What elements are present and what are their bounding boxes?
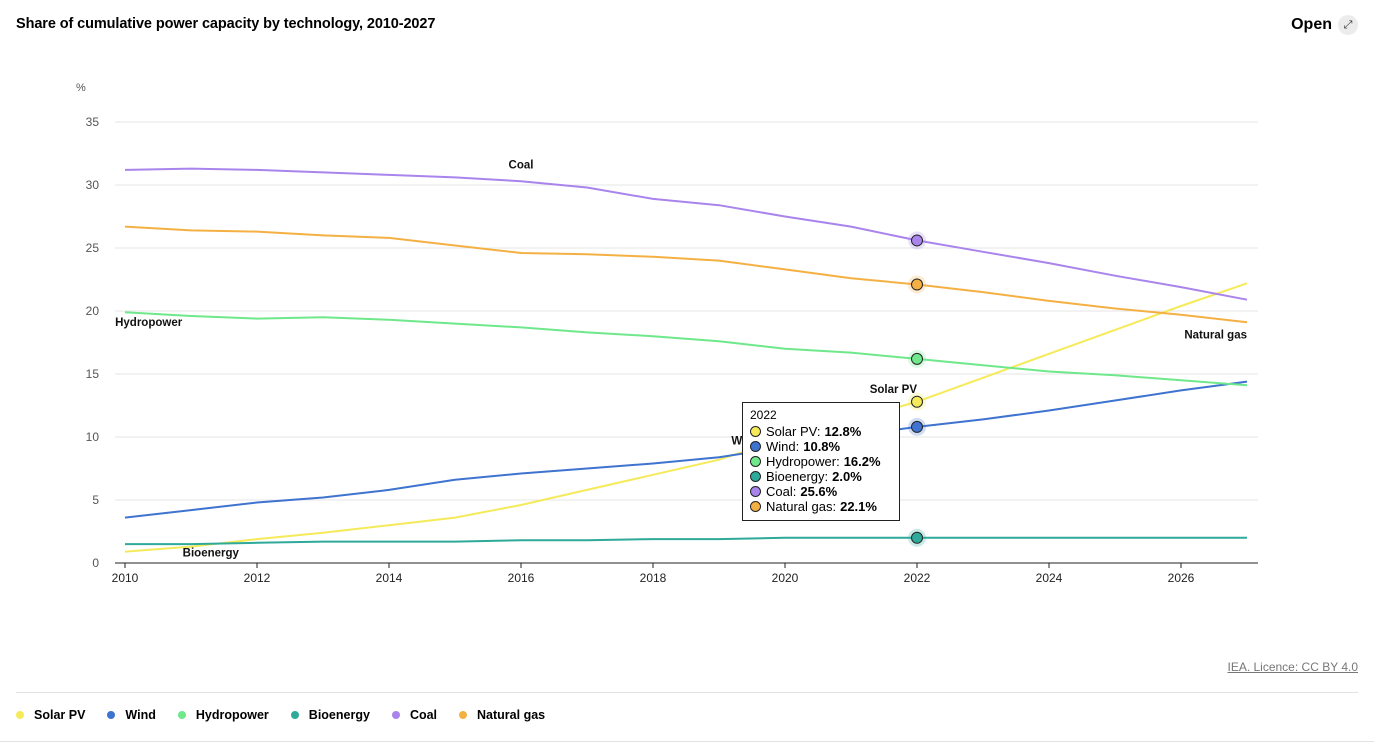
x-tick-label: 2012 (244, 571, 271, 585)
series-line-solar-pv (124, 282, 1248, 553)
legend-label: Wind (125, 708, 156, 722)
legend-label: Coal (409, 708, 438, 722)
legend-item-hydropower[interactable]: Hydropower (177, 708, 269, 722)
x-tick-label: 2024 (1036, 571, 1063, 585)
data-point-marker (911, 352, 923, 365)
series-line-coal (124, 167, 1248, 301)
data-point-marker (911, 234, 923, 247)
x-tick-label: 2016 (508, 571, 535, 585)
legend-label: Solar PV (34, 708, 86, 722)
tooltip-date: 2022 (750, 408, 777, 422)
y-tick-label: 5 (92, 493, 99, 507)
licence-link[interactable]: IEA. Licence: CC BY 4.0 (1227, 660, 1358, 674)
legend-dot (16, 711, 24, 719)
legend-item-wind[interactable]: Wind (107, 708, 156, 722)
legend-item-solar-pv[interactable]: Solar PV (16, 708, 85, 722)
series-line-bioenergy (125, 536, 1247, 546)
y-tick-label: 30 (86, 178, 100, 192)
tooltip-row: Coal: 25.6% (750, 484, 892, 499)
series-line-hydropower (124, 311, 1248, 387)
tooltip-row: Solar PV: 12.8% (750, 424, 892, 439)
tooltip-series-name: Wind: (766, 439, 800, 454)
tooltip-series-name: Coal: (766, 484, 797, 499)
legend-dot (107, 711, 116, 719)
y-tick-label: 20 (86, 304, 100, 318)
expand-icon: ⤢ (1338, 15, 1358, 35)
data-point-marker (911, 278, 923, 291)
tooltip-color-dot (750, 426, 761, 437)
tooltip-row: Bioenergy: 2.0% (750, 469, 892, 484)
series-label: Coal (509, 160, 534, 172)
legend-item-coal[interactable]: Coal (391, 708, 438, 722)
data-point-marker (911, 420, 923, 433)
y-tick-label: 15 (86, 367, 100, 381)
data-point-marker (911, 395, 923, 408)
x-tick-label: 2010 (112, 571, 139, 585)
tooltip-color-dot (750, 456, 761, 467)
legend-label: Hydropower (195, 708, 269, 722)
tooltip-color-dot (750, 501, 761, 512)
tooltip-row: Hydropower: 16.2% (750, 454, 892, 469)
y-tick-label: 25 (86, 241, 100, 255)
tooltip-series-value: 22.1% (840, 499, 877, 514)
series-label: Hydropower (115, 317, 183, 329)
series-label: Natural gas (1184, 330, 1247, 342)
x-tick-label: 2022 (904, 571, 931, 585)
chart-tooltip: 2022 Solar PV: 12.8% Wind: 10.8% Hydropower:… (742, 402, 900, 521)
divider (16, 692, 1358, 693)
legend-dot (177, 711, 186, 719)
y-tick-label: 35 (86, 115, 100, 129)
y-tick-label: 0 (92, 556, 99, 570)
tooltip-color-dot (750, 486, 761, 497)
tooltip-row: Natural gas: 22.1% (750, 499, 892, 514)
legend-item-natural-gas[interactable]: Natural gas (459, 708, 545, 722)
tooltip-series-name: Bioenergy: (766, 469, 829, 484)
tooltip-series-value: 2.0% (832, 469, 862, 484)
tooltip-series-name: Hydropower: (766, 454, 840, 469)
x-tick-label: 2026 (1168, 571, 1195, 585)
chart-legend: Solar PV Wind Hydropower Bioenergy Coal Natur… (16, 708, 545, 722)
legend-dot (459, 711, 468, 719)
tooltip-series-name: Natural gas: (766, 499, 837, 514)
x-tick-label: 2020 (772, 571, 799, 585)
y-tick-label: 10 (86, 430, 100, 444)
tooltip-series-value: 16.2% (843, 454, 881, 469)
legend-dot (391, 711, 400, 719)
tooltip-series-name: Solar PV: (766, 424, 821, 439)
legend-dot (290, 711, 299, 719)
tooltip-color-dot (750, 441, 761, 452)
x-tick-label: 2014 (376, 571, 403, 585)
data-point-marker (911, 531, 923, 544)
tooltip-series-value: 25.6% (800, 484, 838, 499)
chart-title: Share of cumulative power capacity by te… (16, 16, 436, 32)
line-chart: 0 5 10 15 20 25 30 35% 2010 2012 2014 2016 2018 2020 2… (76, 82, 1258, 585)
legend-item-bioenergy[interactable]: Bioenergy (290, 708, 370, 722)
y-axis-label: % (76, 82, 86, 94)
open-button[interactable]: Open ⤢ (1291, 15, 1358, 35)
legend-label: Natural gas (477, 708, 546, 722)
tooltip-series-value: 12.8% (824, 424, 862, 439)
series-label: Solar PV (870, 384, 918, 396)
series-line-wind (124, 380, 1248, 519)
divider-bottom (0, 741, 1374, 742)
x-tick-label: 2018 (640, 571, 667, 585)
open-label: Open (1291, 16, 1332, 33)
series-line-natural-gas (124, 225, 1248, 324)
legend-label: Bioenergy (308, 708, 370, 722)
tooltip-row: Wind: 10.8% (750, 439, 892, 454)
series-label: Bioenergy (183, 548, 240, 560)
tooltip-series-value: 10.8% (803, 439, 841, 454)
tooltip-color-dot (750, 471, 761, 482)
